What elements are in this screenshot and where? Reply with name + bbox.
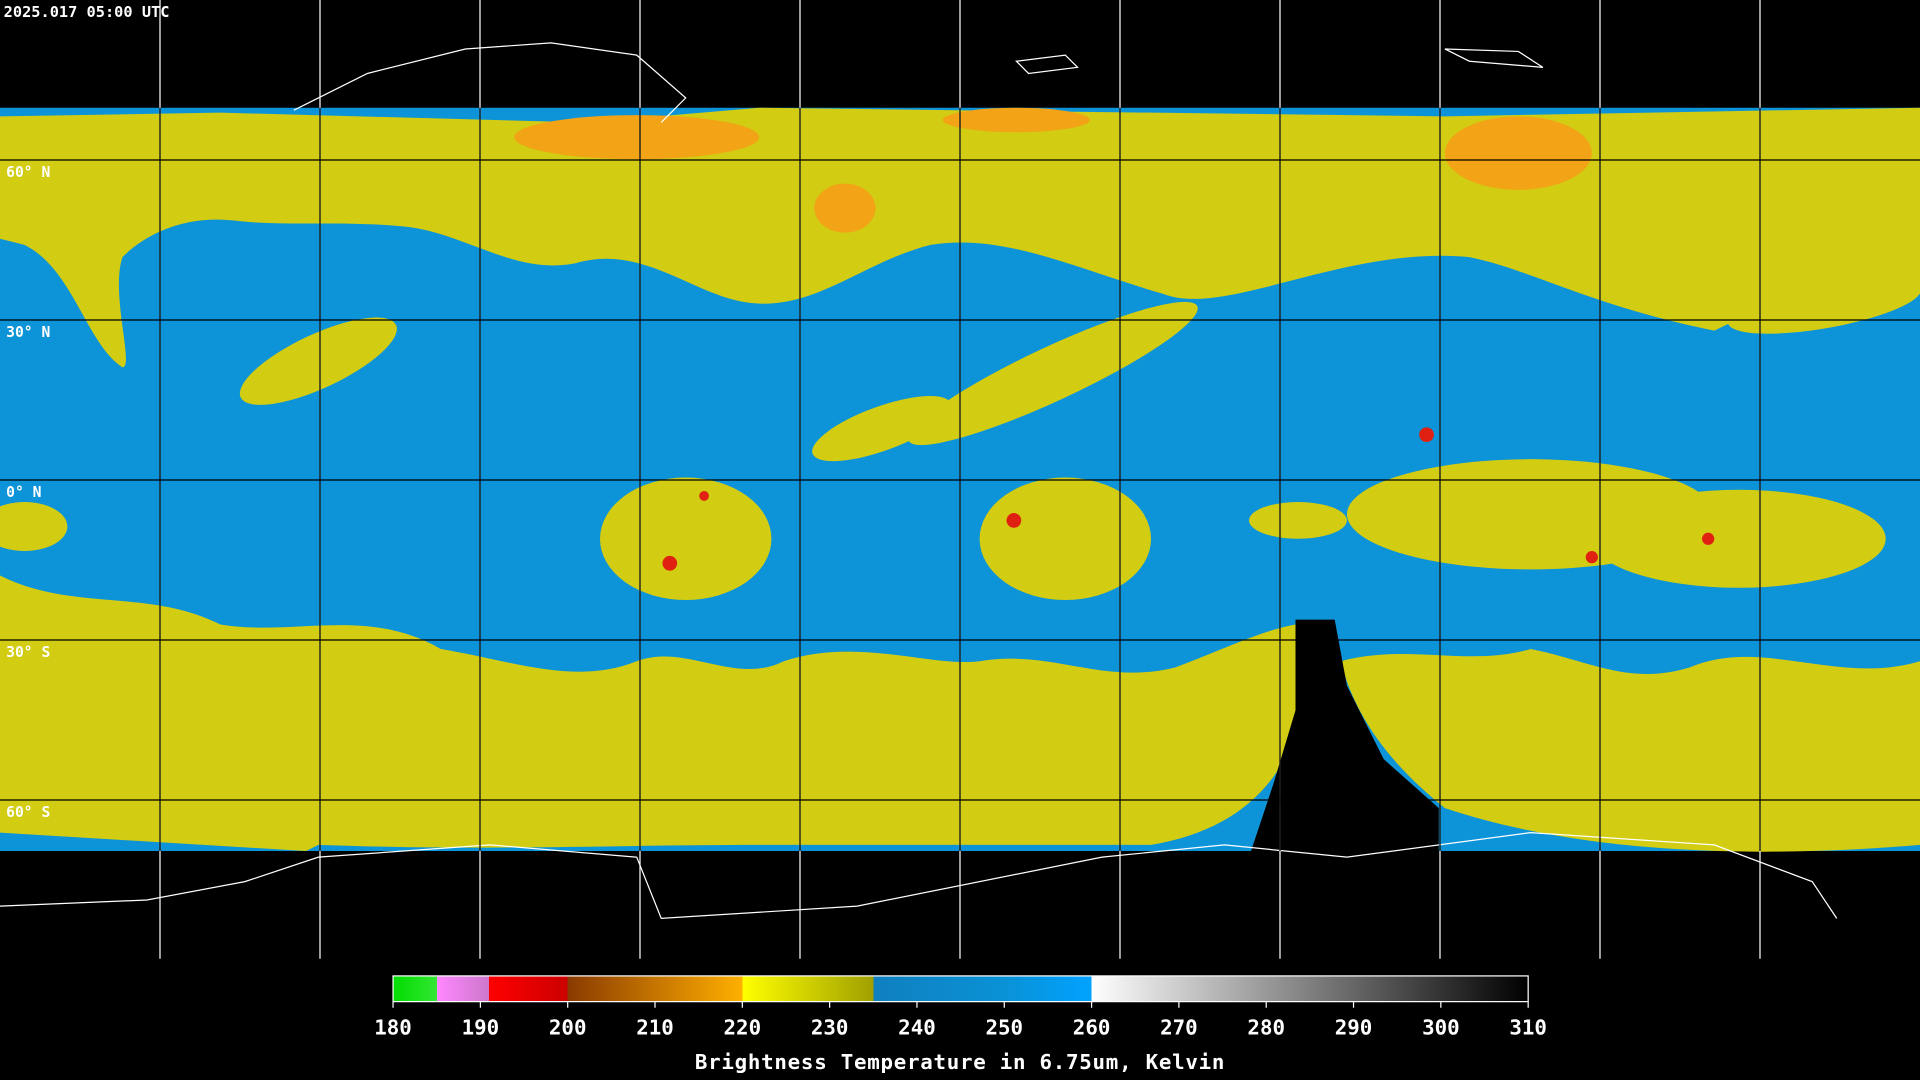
graticule: 60° N 30° N 0° N 30° S 60° S xyxy=(0,0,1920,959)
colorbar-tick-label: 250 xyxy=(985,1016,1023,1040)
colorbar-tick-label: 290 xyxy=(1335,1016,1373,1040)
colorbar-tick-label: 280 xyxy=(1247,1016,1285,1040)
colorbar-tick-label: 260 xyxy=(1073,1016,1111,1040)
colorbar-tick-label: 190 xyxy=(462,1016,500,1040)
lat-label: 30° S xyxy=(6,644,50,661)
no-data-wedge xyxy=(1248,619,1439,858)
colorbar xyxy=(392,975,1529,1003)
patch xyxy=(1248,502,1347,539)
timestamp: 2025.017 05:00 UTC xyxy=(4,3,170,21)
colorbar-label: Brightness Temperature in 6.75um, Kelvin xyxy=(695,1050,1225,1074)
lat-label: 0° N xyxy=(6,484,41,501)
spot xyxy=(699,491,709,501)
patch xyxy=(514,115,760,160)
colorbar-tick-label: 220 xyxy=(724,1016,762,1040)
patch xyxy=(979,477,1152,600)
patch xyxy=(908,301,1198,446)
lat-label: 60° N xyxy=(6,164,50,181)
lat-label: 30° N xyxy=(6,324,50,341)
colorbar-tick-label: 240 xyxy=(898,1016,936,1040)
colorbar-ticks: 180 190 200 210 220 230 240 250 260 270 280 290 300 3… xyxy=(374,1001,1547,1040)
patch xyxy=(239,317,397,405)
spot xyxy=(1006,513,1022,528)
colorbar-tick-label: 210 xyxy=(636,1016,674,1040)
colorbar-tick-label: 200 xyxy=(549,1016,587,1040)
colorbar-tick-label: 310 xyxy=(1509,1016,1547,1040)
colorbar-tick-label: 230 xyxy=(811,1016,849,1040)
coastline xyxy=(1444,48,1544,68)
coastline xyxy=(0,832,1838,920)
coastline xyxy=(293,42,687,123)
patch xyxy=(1444,116,1592,190)
colorbar-tick-label: 180 xyxy=(374,1016,412,1040)
colorbar-tick-label: 270 xyxy=(1160,1016,1198,1040)
patch xyxy=(0,502,68,552)
south-dry-band-east xyxy=(1340,648,1920,852)
south-dry-band xyxy=(0,575,1296,852)
patch xyxy=(600,477,772,600)
spot xyxy=(1585,551,1598,564)
patch xyxy=(812,396,952,462)
lat-label: 60° S xyxy=(6,804,50,821)
warm-patches xyxy=(514,107,1592,233)
patch xyxy=(1591,489,1886,588)
spot xyxy=(1419,427,1434,443)
spot xyxy=(1702,532,1715,545)
patch xyxy=(814,183,876,233)
colorbar-tick-label: 300 xyxy=(1422,1016,1460,1040)
spot xyxy=(662,555,678,571)
coastline xyxy=(1015,54,1079,75)
patch xyxy=(942,107,1090,133)
coastlines xyxy=(0,42,1838,920)
cold-cloud-tops xyxy=(662,427,1715,571)
